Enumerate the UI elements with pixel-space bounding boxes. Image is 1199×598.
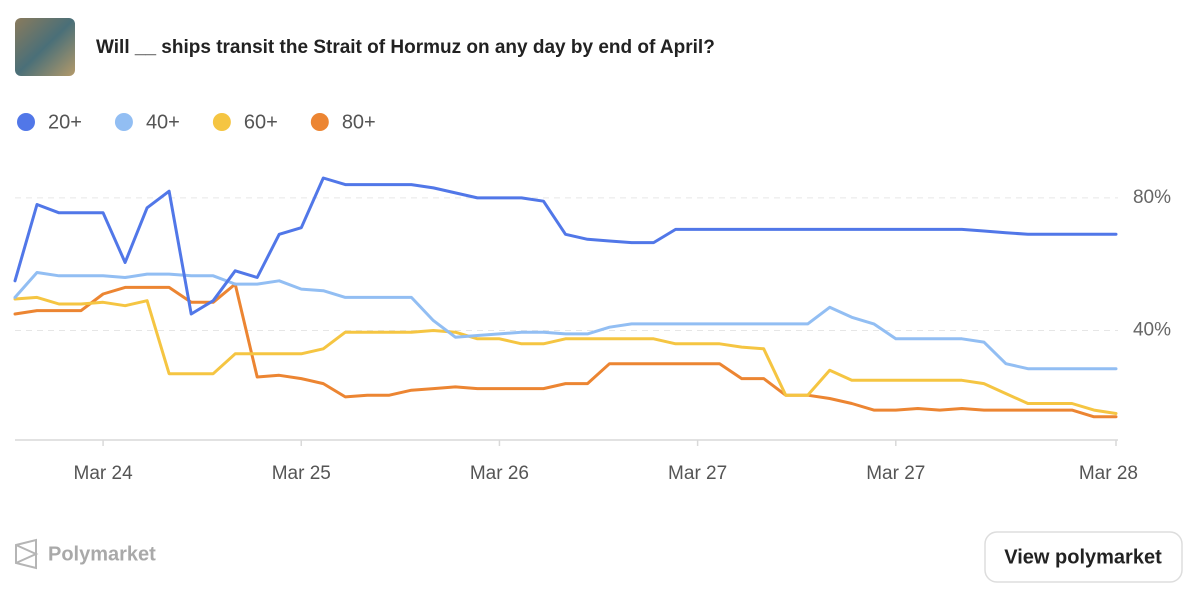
chart-title: Will __ ships transit the Strait of Horm…: [96, 37, 715, 58]
x-tick-label: Mar 24: [74, 463, 134, 484]
legend-label: 80+: [342, 111, 376, 133]
x-tick-label: Mar 27: [866, 463, 925, 484]
legend-swatch: [17, 113, 35, 131]
series-line: [13, 282, 1118, 419]
x-tick-label: Mar 26: [470, 463, 529, 484]
legend-label: 60+: [244, 111, 278, 133]
legend-swatch: [310, 113, 329, 131]
x-tick-label: Mar 27: [668, 463, 727, 484]
y-tick-label: 40%: [1133, 320, 1171, 341]
legend-swatch: [114, 113, 133, 131]
view-button[interactable]: [984, 531, 1183, 583]
legend-label: 20+: [48, 111, 82, 133]
brand-icon: [15, 538, 39, 570]
y-tick-label: 80%: [1133, 187, 1171, 208]
legend-label: 40+: [146, 111, 180, 133]
series-line: [13, 176, 1118, 316]
x-tick-label: Mar 25: [272, 463, 331, 484]
legend-swatch: [212, 113, 231, 131]
series-line: [13, 271, 1118, 371]
series-line: [13, 295, 1118, 415]
brand-name: Polymarket: [48, 543, 156, 565]
thumbnail: [15, 18, 75, 76]
x-tick-label: Mar 28: [1079, 463, 1138, 484]
view-button-label[interactable]: View polymarket: [1004, 546, 1162, 568]
